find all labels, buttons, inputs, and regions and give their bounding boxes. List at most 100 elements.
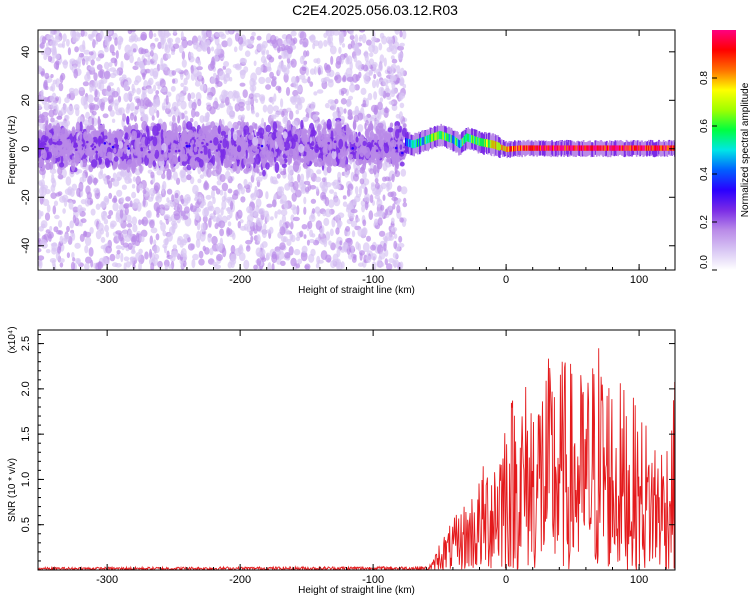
noise-blob xyxy=(290,30,297,37)
noise-blob xyxy=(329,228,334,237)
track-core xyxy=(442,131,444,140)
noise-blob xyxy=(149,235,153,245)
band-peak xyxy=(394,146,398,150)
band-blob xyxy=(134,138,139,151)
noise-blob xyxy=(298,74,306,80)
noise-blob xyxy=(388,100,395,105)
band-blob xyxy=(384,144,390,154)
noise-blob xyxy=(399,92,406,99)
noise-blob xyxy=(287,165,294,175)
noise-blob xyxy=(371,39,376,49)
band-blob xyxy=(184,115,189,122)
band-blob xyxy=(395,143,399,155)
noise-blob xyxy=(277,209,282,215)
noise-blob xyxy=(307,76,311,84)
noise-blob xyxy=(340,87,347,95)
noise-blob xyxy=(328,199,335,208)
noise-blob xyxy=(390,75,394,85)
noise-blob xyxy=(171,51,175,55)
track-core xyxy=(459,140,461,149)
band-blob xyxy=(237,120,242,126)
band-blob xyxy=(110,138,115,143)
band-blob xyxy=(134,122,139,132)
noise-blob xyxy=(362,99,367,108)
noise-blob xyxy=(398,235,403,243)
noise-blob xyxy=(354,186,359,195)
noise-blob xyxy=(233,46,238,53)
noise-blob xyxy=(370,244,376,251)
band-blob xyxy=(237,145,242,153)
noise-blob xyxy=(140,229,148,238)
noise-blob xyxy=(66,105,74,116)
band-blob xyxy=(318,130,322,136)
noise-blob xyxy=(170,250,178,257)
noise-blob xyxy=(51,173,55,180)
band-blob xyxy=(214,157,219,163)
noise-blob xyxy=(373,91,378,100)
noise-blob xyxy=(133,79,139,86)
noise-blob xyxy=(107,95,114,103)
noise-blob xyxy=(80,218,87,224)
noise-blob xyxy=(89,227,94,234)
noise-blob xyxy=(286,45,293,55)
noise-blob xyxy=(148,30,153,39)
noise-blob xyxy=(330,260,336,269)
track-core xyxy=(420,137,423,146)
noise-blob xyxy=(236,209,243,219)
noise-blob xyxy=(215,188,221,195)
band-blob xyxy=(191,139,195,145)
noise-blob xyxy=(270,216,274,221)
band-blob xyxy=(265,124,272,133)
noise-blob xyxy=(141,216,149,227)
track-core xyxy=(439,130,442,139)
noise-blob xyxy=(118,203,125,212)
noise-blob xyxy=(151,176,156,184)
noise-blob xyxy=(147,87,154,95)
track-core xyxy=(430,134,432,143)
noise-blob xyxy=(299,66,307,75)
noise-blob xyxy=(328,240,332,246)
noise-blob xyxy=(55,78,60,88)
band-blob xyxy=(359,146,365,158)
noise-blob xyxy=(308,35,316,41)
band-peak xyxy=(148,150,151,154)
band-blob xyxy=(344,164,348,173)
noise-blob xyxy=(322,211,327,217)
noise-blob xyxy=(295,109,300,115)
noise-blob xyxy=(272,105,279,112)
noise-blob xyxy=(336,248,341,258)
noise-blob xyxy=(114,37,118,46)
band-blob xyxy=(45,120,49,125)
noise-blob xyxy=(40,211,44,217)
noise-blob xyxy=(159,220,163,225)
noise-blob xyxy=(394,30,400,35)
noise-blob xyxy=(301,78,308,84)
track-core xyxy=(417,138,419,147)
noise-blob xyxy=(335,184,341,190)
track-core xyxy=(435,132,438,141)
noise-blob xyxy=(207,63,215,71)
noise-blob xyxy=(89,106,94,114)
noise-blob xyxy=(153,84,157,92)
noise-blob xyxy=(348,95,354,101)
noise-blob xyxy=(373,107,378,115)
band-blob xyxy=(166,168,172,180)
noise-blob xyxy=(265,77,272,84)
band-blob xyxy=(317,140,324,148)
track-core xyxy=(433,132,436,141)
track-core xyxy=(421,137,424,146)
noise-blob xyxy=(290,58,297,68)
band-blob xyxy=(79,130,83,142)
noise-blob xyxy=(243,259,250,270)
noise-blob xyxy=(197,178,202,184)
noise-blob xyxy=(132,176,136,182)
band-blob xyxy=(177,115,181,124)
noise-blob xyxy=(192,253,199,261)
band-blob xyxy=(181,154,188,162)
band-blob xyxy=(300,119,304,130)
noise-blob xyxy=(323,62,328,71)
noise-blob xyxy=(367,92,373,101)
noise-blob xyxy=(201,30,205,35)
noise-blob xyxy=(261,50,266,56)
noise-blob xyxy=(47,55,53,62)
